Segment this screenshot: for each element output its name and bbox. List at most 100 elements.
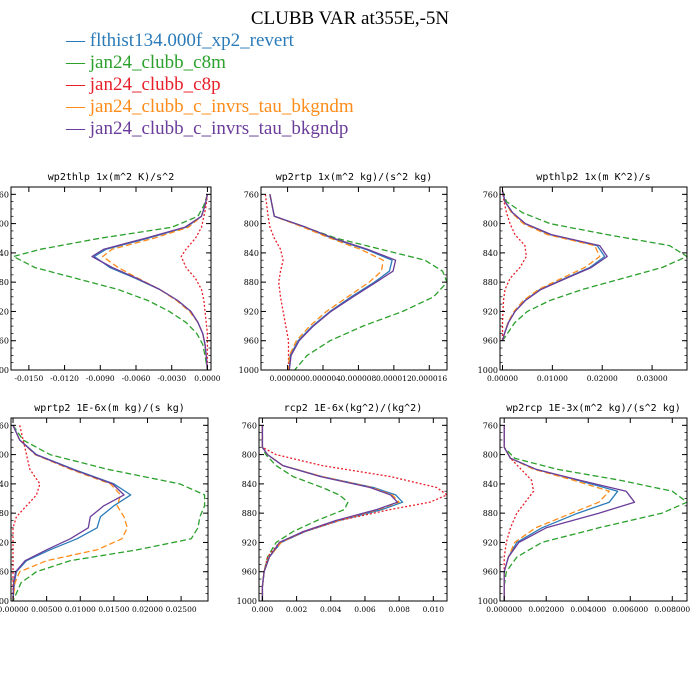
series-line [12,194,209,371]
series-line [12,424,206,602]
x-tick-label: 0.000008 [341,374,377,383]
y-tick-label: 840 [244,249,259,258]
chart-panel: wp2rtp 1x(m^2 kg)/(s^2 kg) 760 800 840 880 92… [239,172,448,383]
x-tick-label: 0.03000 [637,374,668,383]
y-tick-label: 840 [242,480,257,489]
y-tick-label: 880 [244,278,259,287]
y-tick-label: 880 [483,278,498,287]
series-line [501,190,601,341]
x-tick-label: 0.000000 [270,374,306,383]
y-tick-label: 1000 [478,597,498,606]
series-line [501,190,528,341]
series-line [261,425,399,601]
series-line [261,425,448,601]
y-tick-label: 760 [242,421,257,430]
y-tick-label: 920 [242,538,257,547]
y-tick-label: 880 [0,278,9,287]
x-tick-label: 0.004 [320,605,342,614]
plot-frame [10,186,212,371]
series-line [91,194,209,371]
series-line [503,425,636,601]
x-tick-label: 0.02000 [587,374,618,383]
y-tick-label: 760 [0,421,9,430]
x-tick-label: -0.0120 [50,374,79,383]
series-line [503,425,610,601]
x-tick-label: 0.008 [388,605,410,614]
plot-frame [258,417,448,602]
plot-frame [499,186,688,371]
series-line [501,190,608,341]
x-tick-label: -0.0030 [157,374,186,383]
series-line [264,194,290,370]
x-tick-label: 0.00000 [487,374,518,383]
panel-title: wpthlp2 1x(m K^2)/s [536,172,650,183]
y-tick-label: 960 [0,337,9,346]
series-line [12,425,125,602]
y-tick-label: 920 [0,307,9,316]
y-tick-label: 960 [242,568,257,577]
y-tick-label: 800 [483,220,498,229]
chart-panel: wpthlp2 1x(m K^2)/s 760 800 840 880 920 960 100… [478,172,688,383]
series-line [180,194,209,370]
plot-frame [10,417,209,602]
y-tick-label: 1000 [0,597,9,606]
legend-label: jan24_clubb_c_invrs_tau_bkgndp [89,118,349,139]
legend-entry: — jan24_clubb_c8p [66,74,221,95]
series-line [269,194,397,371]
y-tick-label: 880 [483,509,498,518]
legend-entry: — flthist134.000f_xp2_revert [66,30,294,51]
y-tick-label: 960 [483,568,498,577]
y-tick-label: 760 [483,190,498,199]
x-tick-label: 0.01500 [98,605,129,614]
x-tick-label: -0.0060 [122,374,151,383]
panel-title: wprtp2 1E-6x(m kg)/(s kg) [34,403,185,414]
x-tick-label: 0.0000 [194,374,220,383]
x-tick-label: 0.002000 [528,605,564,614]
x-tick-label: 0.01000 [65,605,96,614]
y-tick-label: 880 [242,509,257,518]
x-tick-label: 0.006 [354,605,376,614]
chart-panel: wprtp2 1E-6x(m kg)/(s kg) 760 800 840 880 920… [0,403,209,614]
series-line [503,425,688,601]
x-tick-label: 0.02500 [166,605,197,614]
x-tick-label: 0.00000 [0,605,29,614]
series-line [12,425,132,602]
y-tick-label: 920 [0,538,9,547]
y-tick-label: 1000 [0,366,9,375]
legend: — flthist134.000f_xp2_revert — jan24_clu… [66,30,354,140]
x-tick-label: 0.02000 [132,605,163,614]
y-tick-label: 800 [242,451,257,460]
y-tick-label: 1000 [239,366,259,375]
x-tick-label: 0.006000 [612,605,648,614]
x-tick-label: 0.004000 [570,605,606,614]
legend-entry: — jan24_clubb_c_invrs_tau_bkgndm [66,96,354,117]
y-tick-label: 760 [244,190,259,199]
series-line [261,425,404,601]
y-tick-label: 840 [0,480,9,489]
y-tick-label: 800 [0,451,9,460]
series-line [93,194,209,371]
legend-label: jan24_clubb_c8m [89,52,226,73]
x-tick-label: 0.008000 [654,605,690,614]
x-tick-label: 0.00500 [31,605,62,614]
series-line [12,425,41,601]
y-tick-label: 760 [0,190,9,199]
y-tick-label: 800 [483,451,498,460]
x-tick-label: -0.0090 [86,374,115,383]
page-title: CLUBB VAR at355E,-5N [250,8,450,29]
series-line [261,425,349,601]
y-tick-label: 960 [244,337,259,346]
y-tick-label: 880 [0,509,9,518]
plot-frame [260,186,448,371]
x-tick-label: 0.01000 [537,374,568,383]
legend-entry: — jan24_clubb_c8m [66,52,226,73]
x-tick-label: 0.000004 [305,374,341,383]
series-line [501,190,688,342]
panel-title: rcp2 1E-6x(kg^2)/(kg^2) [284,403,422,414]
chart-panel: wp2thlp 1x(m^2 K)/s^2 760 800 840 880 920 960 1… [0,172,221,383]
panel-title: wp2thlp 1x(m^2 K)/s^2 [48,172,174,183]
series-line [503,425,535,601]
y-tick-label: 800 [244,220,259,229]
plot-frame [499,417,688,602]
